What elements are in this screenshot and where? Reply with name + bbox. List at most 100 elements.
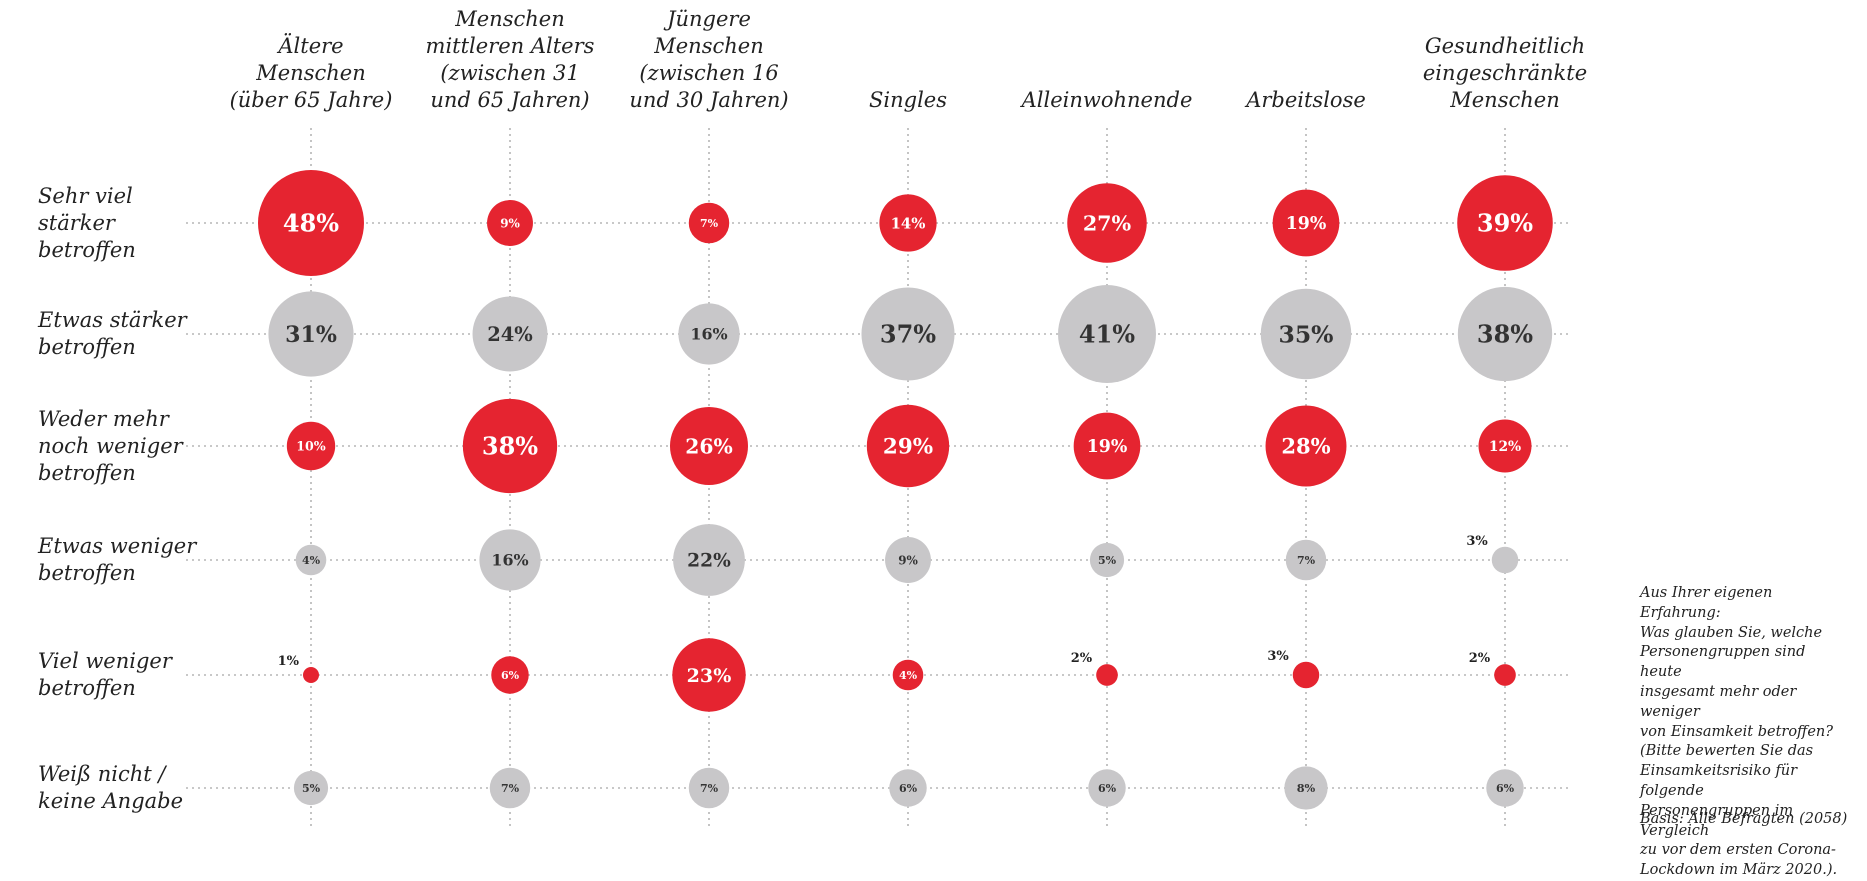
note-line: insgesamt mehr oder weniger [1640, 683, 1797, 720]
bubble-circle [889, 769, 927, 807]
bubble-value-label: 7% [501, 782, 520, 795]
bubble-circle [1292, 661, 1320, 689]
bubble: 4% [295, 544, 327, 576]
bubble: 7% [688, 767, 730, 809]
row-header: Weder mehr noch weniger betroffen [38, 406, 198, 487]
bubble: 7% [1285, 539, 1327, 581]
note-line: Lockdown im März 2020.). [1640, 862, 1838, 879]
column-header-line: und 30 Jahren) [629, 88, 789, 112]
bubble-circle [672, 638, 746, 712]
bubble-circle [688, 767, 730, 809]
bubble-value-label: 29% [883, 435, 933, 460]
column-header-line: Jüngere [667, 7, 751, 31]
bubble: 37% [861, 287, 955, 381]
bubble: 16% [678, 303, 740, 365]
bubble-value-label: 3% [1466, 534, 1488, 549]
bubble-circle [1073, 412, 1141, 480]
bubble-circle [462, 398, 558, 494]
bubble-circle [885, 537, 931, 583]
bubble: 19% [1073, 412, 1141, 480]
bubble: 27% [1067, 183, 1147, 263]
bubble: 31% [268, 291, 354, 377]
row-header-line: Etwas stärker [38, 308, 187, 332]
bubble-chart: 48% 9% 7% 14% 27% 19% 39% 31% 24% 16% 37% 41% 35% 38%… [186, 128, 1572, 826]
bubble-circle [286, 421, 336, 471]
bubble-circle [1457, 175, 1553, 271]
bubble-value-label: 7% [700, 217, 719, 230]
bubble-circle [479, 529, 541, 591]
row-header: Etwas stärker betroffen [38, 307, 198, 361]
column-header-line: eingeschränkte [1422, 61, 1588, 85]
row-header-line: betroffen [38, 561, 136, 585]
row-header-line: Weder mehr [38, 406, 169, 431]
bubble-circle [1284, 766, 1328, 810]
row-header-line: betroffen [38, 676, 136, 700]
bubble-circle [866, 404, 950, 488]
bubble: 6% [491, 656, 529, 694]
bubble-circle [688, 202, 730, 244]
bubble-circle [1272, 189, 1340, 257]
bubble-value-label: 8% [1297, 781, 1316, 795]
column-header-line: Menschen [256, 61, 366, 85]
bubble: 28% [1265, 405, 1347, 487]
bubble: 16% [479, 529, 541, 591]
column-header-line: (zwischen 16 [639, 61, 779, 85]
bubble-circle [1486, 769, 1524, 807]
row-header-line: betroffen [38, 335, 136, 359]
note-line: Personengruppen im Vergleich [1640, 802, 1794, 839]
bubble: 22% [673, 524, 745, 596]
bubble-value-label: 6% [899, 782, 918, 795]
column-header: Arbeitslose [1196, 87, 1416, 114]
bubble-value-label: 39% [1477, 209, 1533, 238]
bubble-circle [489, 767, 531, 809]
bubble-circle [1067, 183, 1147, 263]
bubble: 9% [885, 537, 931, 583]
bubble: 14% [879, 194, 937, 252]
bubble-circle [673, 524, 745, 596]
bubble: 23% [672, 638, 746, 712]
bubble: 48% [258, 170, 364, 276]
row-header: Etwas weniger betroffen [38, 533, 198, 587]
bubble-circle [303, 667, 319, 683]
bubble-value-label: 3% [1267, 649, 1289, 664]
bubble-value-label: 41% [1079, 320, 1135, 349]
row-header-line: Viel weniger [38, 649, 172, 673]
bubble: 3% [1466, 534, 1519, 574]
note-line: (Bitte bewerten Sie das [1640, 743, 1814, 760]
bubble: 26% [669, 406, 749, 486]
bubble: 35% [1260, 288, 1352, 380]
bubble: 7% [688, 202, 730, 244]
bubble-circle [268, 291, 354, 377]
bubble-value-label: 16% [690, 325, 727, 344]
bubble-value-label: 38% [482, 432, 538, 461]
bubble-value-label: 35% [1278, 320, 1333, 348]
column-header: Ältere Menschen (über 65 Jahre) [201, 33, 421, 114]
bubble-value-label: 2% [1071, 651, 1093, 666]
survey-question-note: Aus Ihrer eigenen Erfahrung: Was glauben … [1640, 584, 1850, 881]
column-header: Gesundheitlich eingeschränkte Menschen [1395, 33, 1615, 114]
column-header: Alleinwohnende [997, 87, 1217, 114]
row-header-line: Etwas weniger [38, 534, 197, 558]
bubble-value-label: 14% [891, 214, 926, 232]
bubble-circle [1260, 288, 1352, 380]
note-line: Einsamkeitsrisiko für folgende [1640, 763, 1798, 799]
note-line: von Einsamkeit betroffen? [1640, 723, 1834, 740]
note-line: Personengruppen sind heute [1640, 644, 1806, 681]
column-header-line: Gesundheitlich [1424, 34, 1586, 58]
column-header-line: Menschen [654, 34, 764, 58]
bubble-value-label: 12% [1489, 439, 1521, 455]
bubble-value-label: 5% [1098, 554, 1117, 567]
bubble-circle [1478, 419, 1532, 473]
bubble: 5% [293, 770, 329, 806]
bubble-value-label: 7% [700, 782, 719, 795]
bubble-circle [472, 296, 548, 372]
bubble-circle [1096, 664, 1118, 686]
bubble: 38% [462, 398, 558, 494]
bubble-value-label: 16% [491, 551, 528, 570]
bubble: 38% [1457, 286, 1553, 382]
bubble: 29% [866, 404, 950, 488]
bubble-circle [1089, 542, 1125, 578]
column-header-line: Menschen [1450, 88, 1560, 112]
bubble-circle [892, 659, 924, 691]
bubble: 12% [1478, 419, 1532, 473]
